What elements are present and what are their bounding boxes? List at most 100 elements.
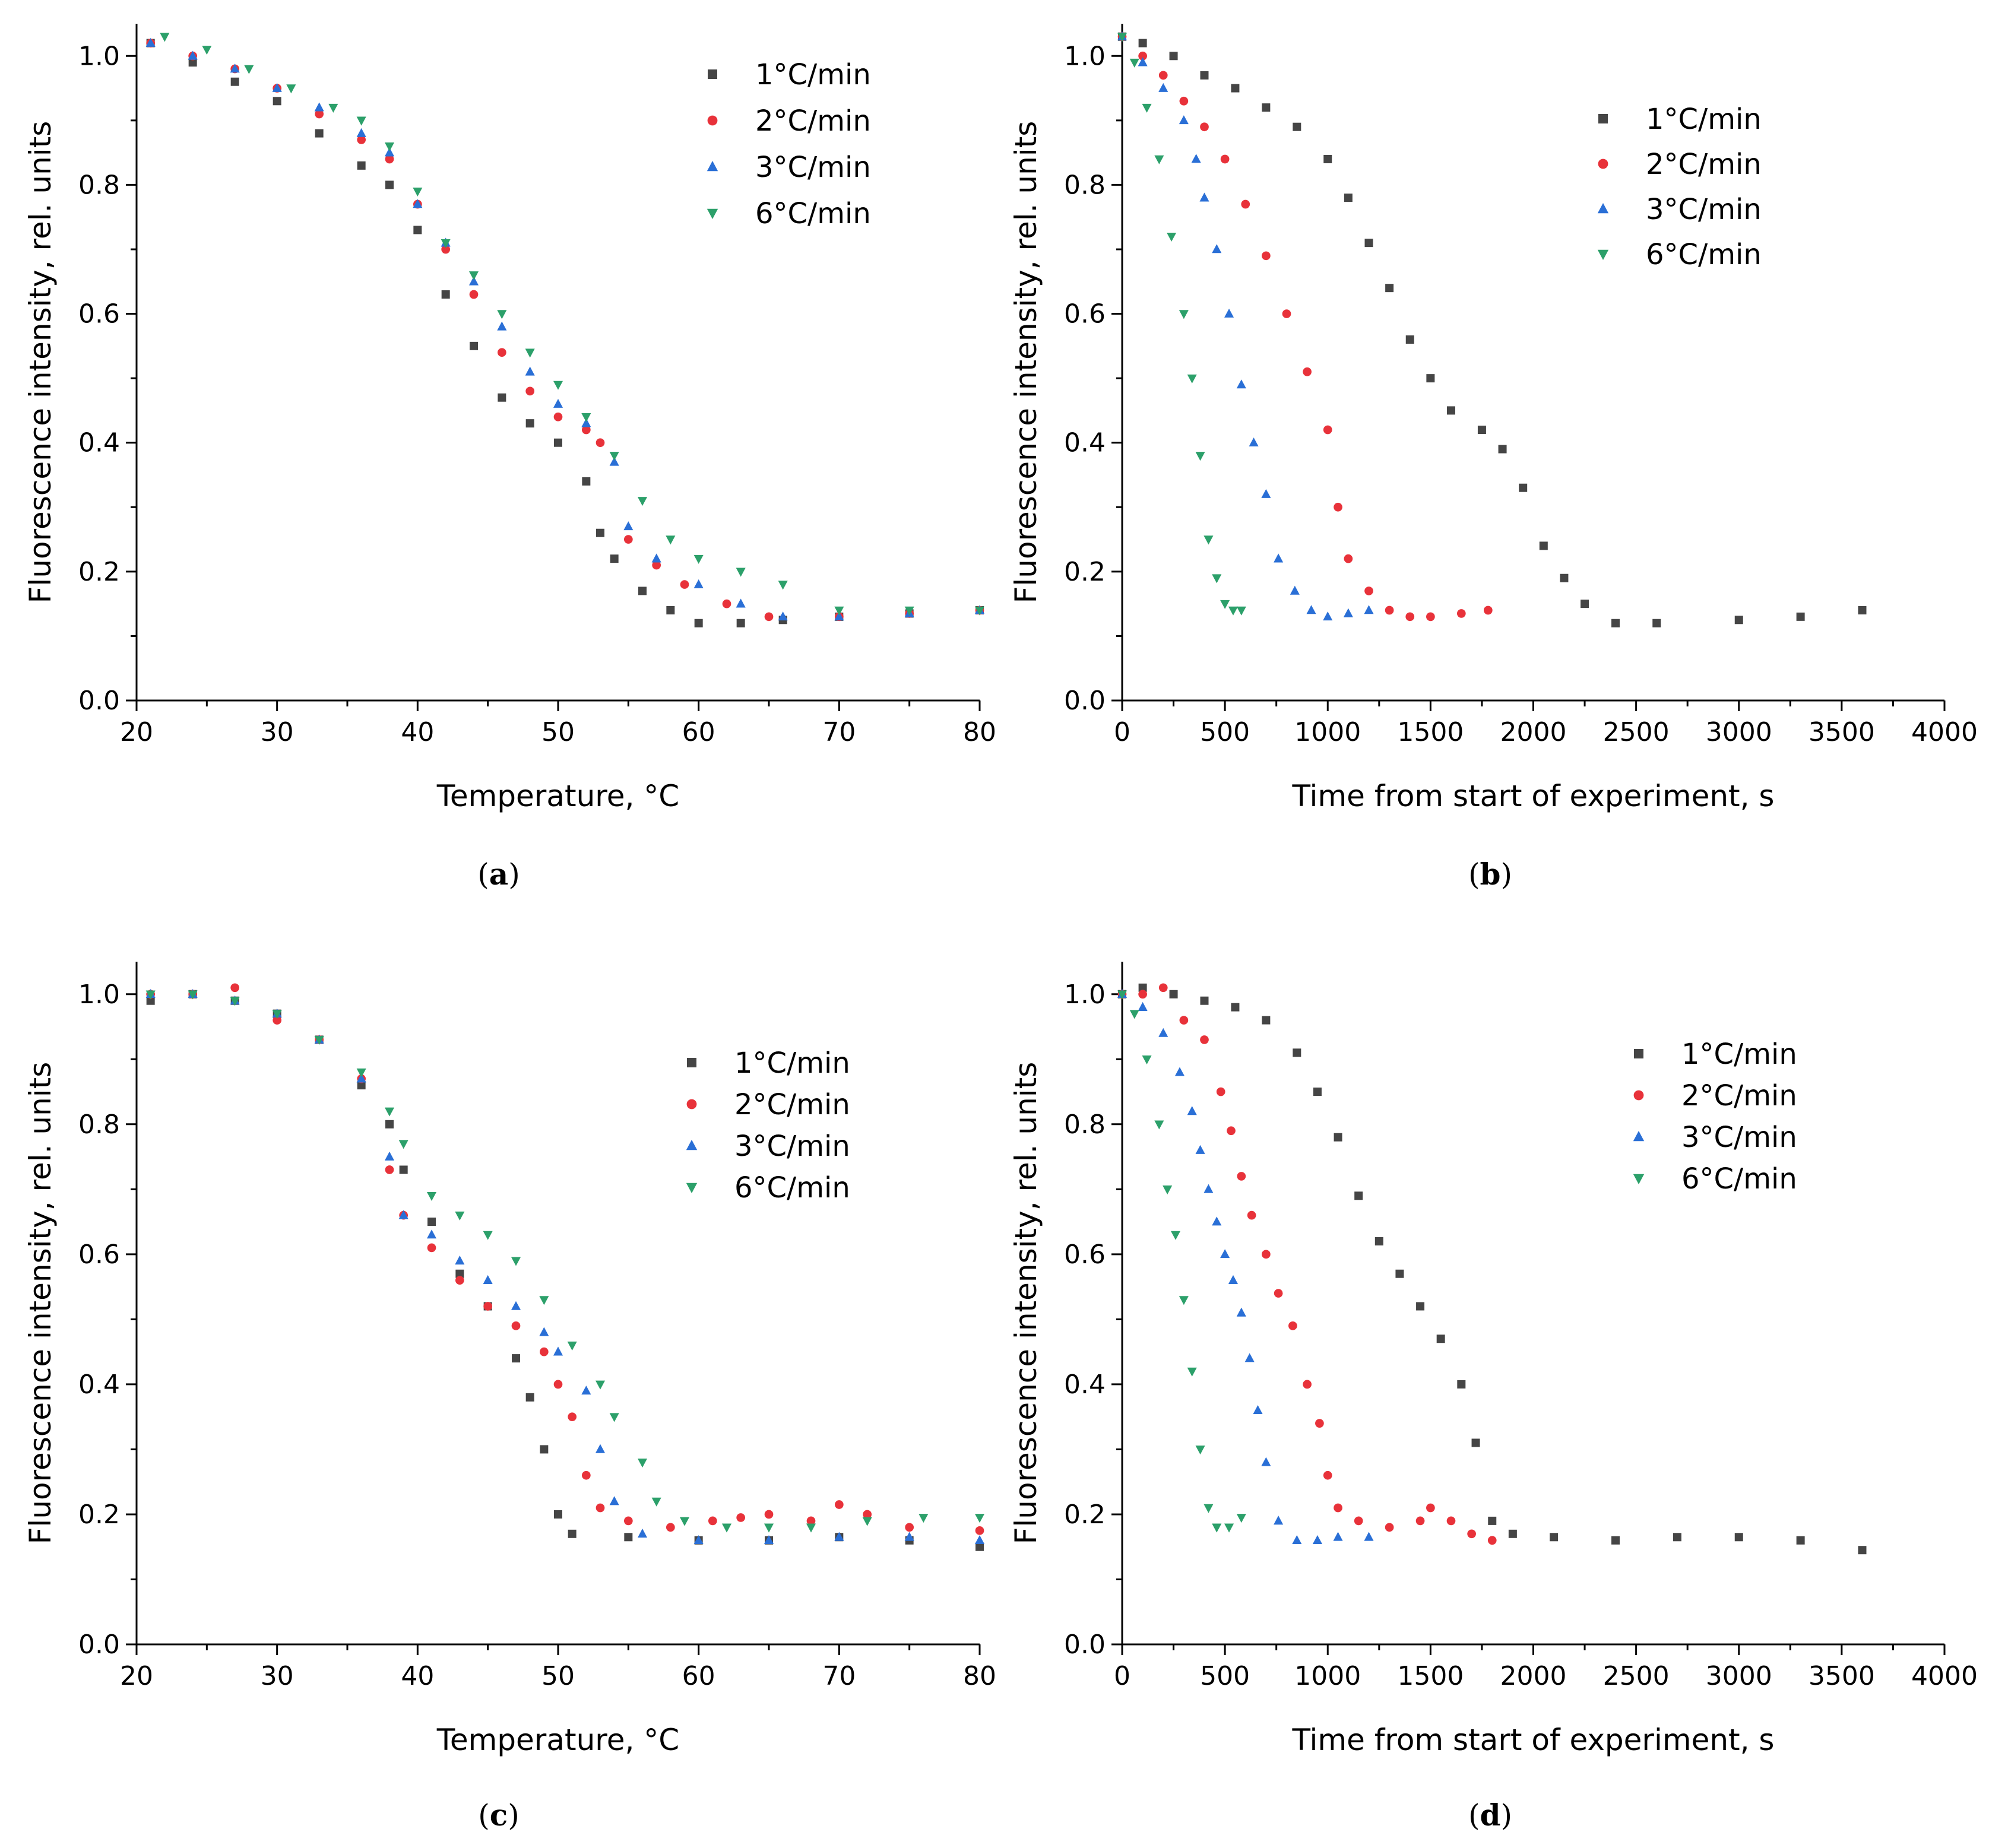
data-point	[637, 1459, 648, 1468]
x-tick-label: 70	[822, 717, 856, 747]
data-point	[1385, 284, 1394, 293]
data-point	[525, 386, 535, 396]
data-point	[441, 245, 451, 254]
x-tick-label: 50	[541, 717, 575, 747]
data-point	[1187, 374, 1197, 383]
panel-letter: d	[1480, 1798, 1501, 1833]
data-point	[1611, 619, 1620, 627]
data-point	[1237, 1172, 1246, 1181]
data-point	[1796, 612, 1805, 621]
data-point	[1274, 1289, 1283, 1298]
data-point	[974, 1514, 985, 1523]
data-point	[679, 1517, 690, 1526]
data-point	[693, 554, 704, 564]
x-tick-label: 0	[1114, 717, 1130, 747]
data-point	[441, 290, 450, 299]
x-tick-label: 80	[963, 1661, 996, 1691]
x-tick-label: 500	[1200, 1661, 1250, 1691]
data-point	[230, 77, 239, 86]
data-point	[834, 1500, 844, 1509]
data-point	[539, 1347, 549, 1356]
data-point	[244, 65, 254, 74]
data-point	[568, 1412, 577, 1422]
data-point	[1231, 84, 1240, 93]
data-point	[146, 996, 155, 1005]
data-point	[385, 1165, 394, 1174]
data-point	[384, 1151, 395, 1161]
data-point	[1212, 244, 1222, 253]
data-point	[806, 1523, 816, 1533]
y-tick-label: 0.6	[78, 1240, 120, 1270]
data-point	[1457, 1380, 1466, 1389]
y-tick-label: 0.0	[78, 1630, 120, 1660]
data-point	[511, 1257, 521, 1266]
x-tick-label: 40	[401, 717, 434, 747]
data-point	[778, 611, 788, 621]
data-point	[398, 1140, 408, 1149]
data-point	[1163, 1185, 1173, 1195]
data-point	[1487, 1536, 1497, 1545]
legend-marker	[1598, 159, 1608, 169]
data-point	[1138, 983, 1147, 992]
data-point	[976, 1542, 984, 1551]
data-point	[1274, 1516, 1284, 1525]
data-point	[1241, 199, 1250, 209]
data-point	[512, 1354, 520, 1363]
data-point	[553, 398, 563, 408]
data-point	[1385, 606, 1394, 615]
data-point	[1323, 611, 1333, 621]
data-point	[286, 84, 296, 94]
data-point	[1244, 1353, 1255, 1362]
data-point	[1262, 103, 1271, 112]
series-3	[1117, 989, 1374, 1545]
y-axis-title: Fluorescence intensity, rel. units	[23, 121, 58, 604]
x-axis-title: Time from start of experiment, s	[1292, 1723, 1775, 1757]
data-point	[609, 452, 619, 461]
data-point	[1253, 1405, 1263, 1415]
data-point	[1117, 990, 1127, 1000]
series-2	[1117, 983, 1497, 1545]
data-point	[470, 341, 478, 350]
data-point	[581, 425, 591, 435]
y-tick-label: 0.6	[1064, 299, 1106, 329]
data-point	[1236, 606, 1246, 616]
data-point	[1236, 1514, 1246, 1523]
data-point	[638, 587, 647, 595]
data-point	[188, 990, 198, 1000]
data-point	[427, 1218, 436, 1226]
data-point	[1312, 1535, 1322, 1545]
data-point	[1262, 1250, 1271, 1259]
data-point	[497, 348, 506, 357]
data-point	[1560, 573, 1569, 582]
data-point	[1199, 192, 1209, 202]
data-point	[708, 1516, 717, 1526]
data-point	[1200, 71, 1209, 80]
data-point	[385, 180, 394, 189]
data-point	[1796, 1536, 1805, 1545]
data-point	[1200, 1035, 1209, 1044]
legend-label: 1°C/min	[1646, 103, 1762, 136]
y-tick-label: 0.6	[78, 299, 120, 329]
data-point	[806, 1516, 816, 1526]
data-point	[623, 521, 634, 531]
legend-marker	[1597, 203, 1609, 214]
data-point	[357, 1081, 366, 1090]
data-point	[904, 1532, 914, 1541]
series-2	[1117, 32, 1493, 622]
y-tick-label: 1.0	[78, 980, 120, 1010]
x-tick-label: 3000	[1706, 717, 1772, 747]
data-point	[145, 990, 156, 1000]
y-tick-label: 1.0	[1064, 41, 1106, 71]
data-point	[637, 497, 648, 506]
series-4	[1117, 990, 1246, 1533]
data-point	[1364, 239, 1373, 248]
legend-label: 1°C/min	[755, 58, 871, 91]
legend-marker	[686, 1140, 698, 1150]
data-point	[455, 1276, 464, 1285]
data-point	[637, 1529, 648, 1538]
data-point	[1313, 1088, 1322, 1096]
data-point	[1228, 1275, 1239, 1284]
data-point	[1385, 1523, 1394, 1532]
data-point	[539, 1327, 549, 1336]
